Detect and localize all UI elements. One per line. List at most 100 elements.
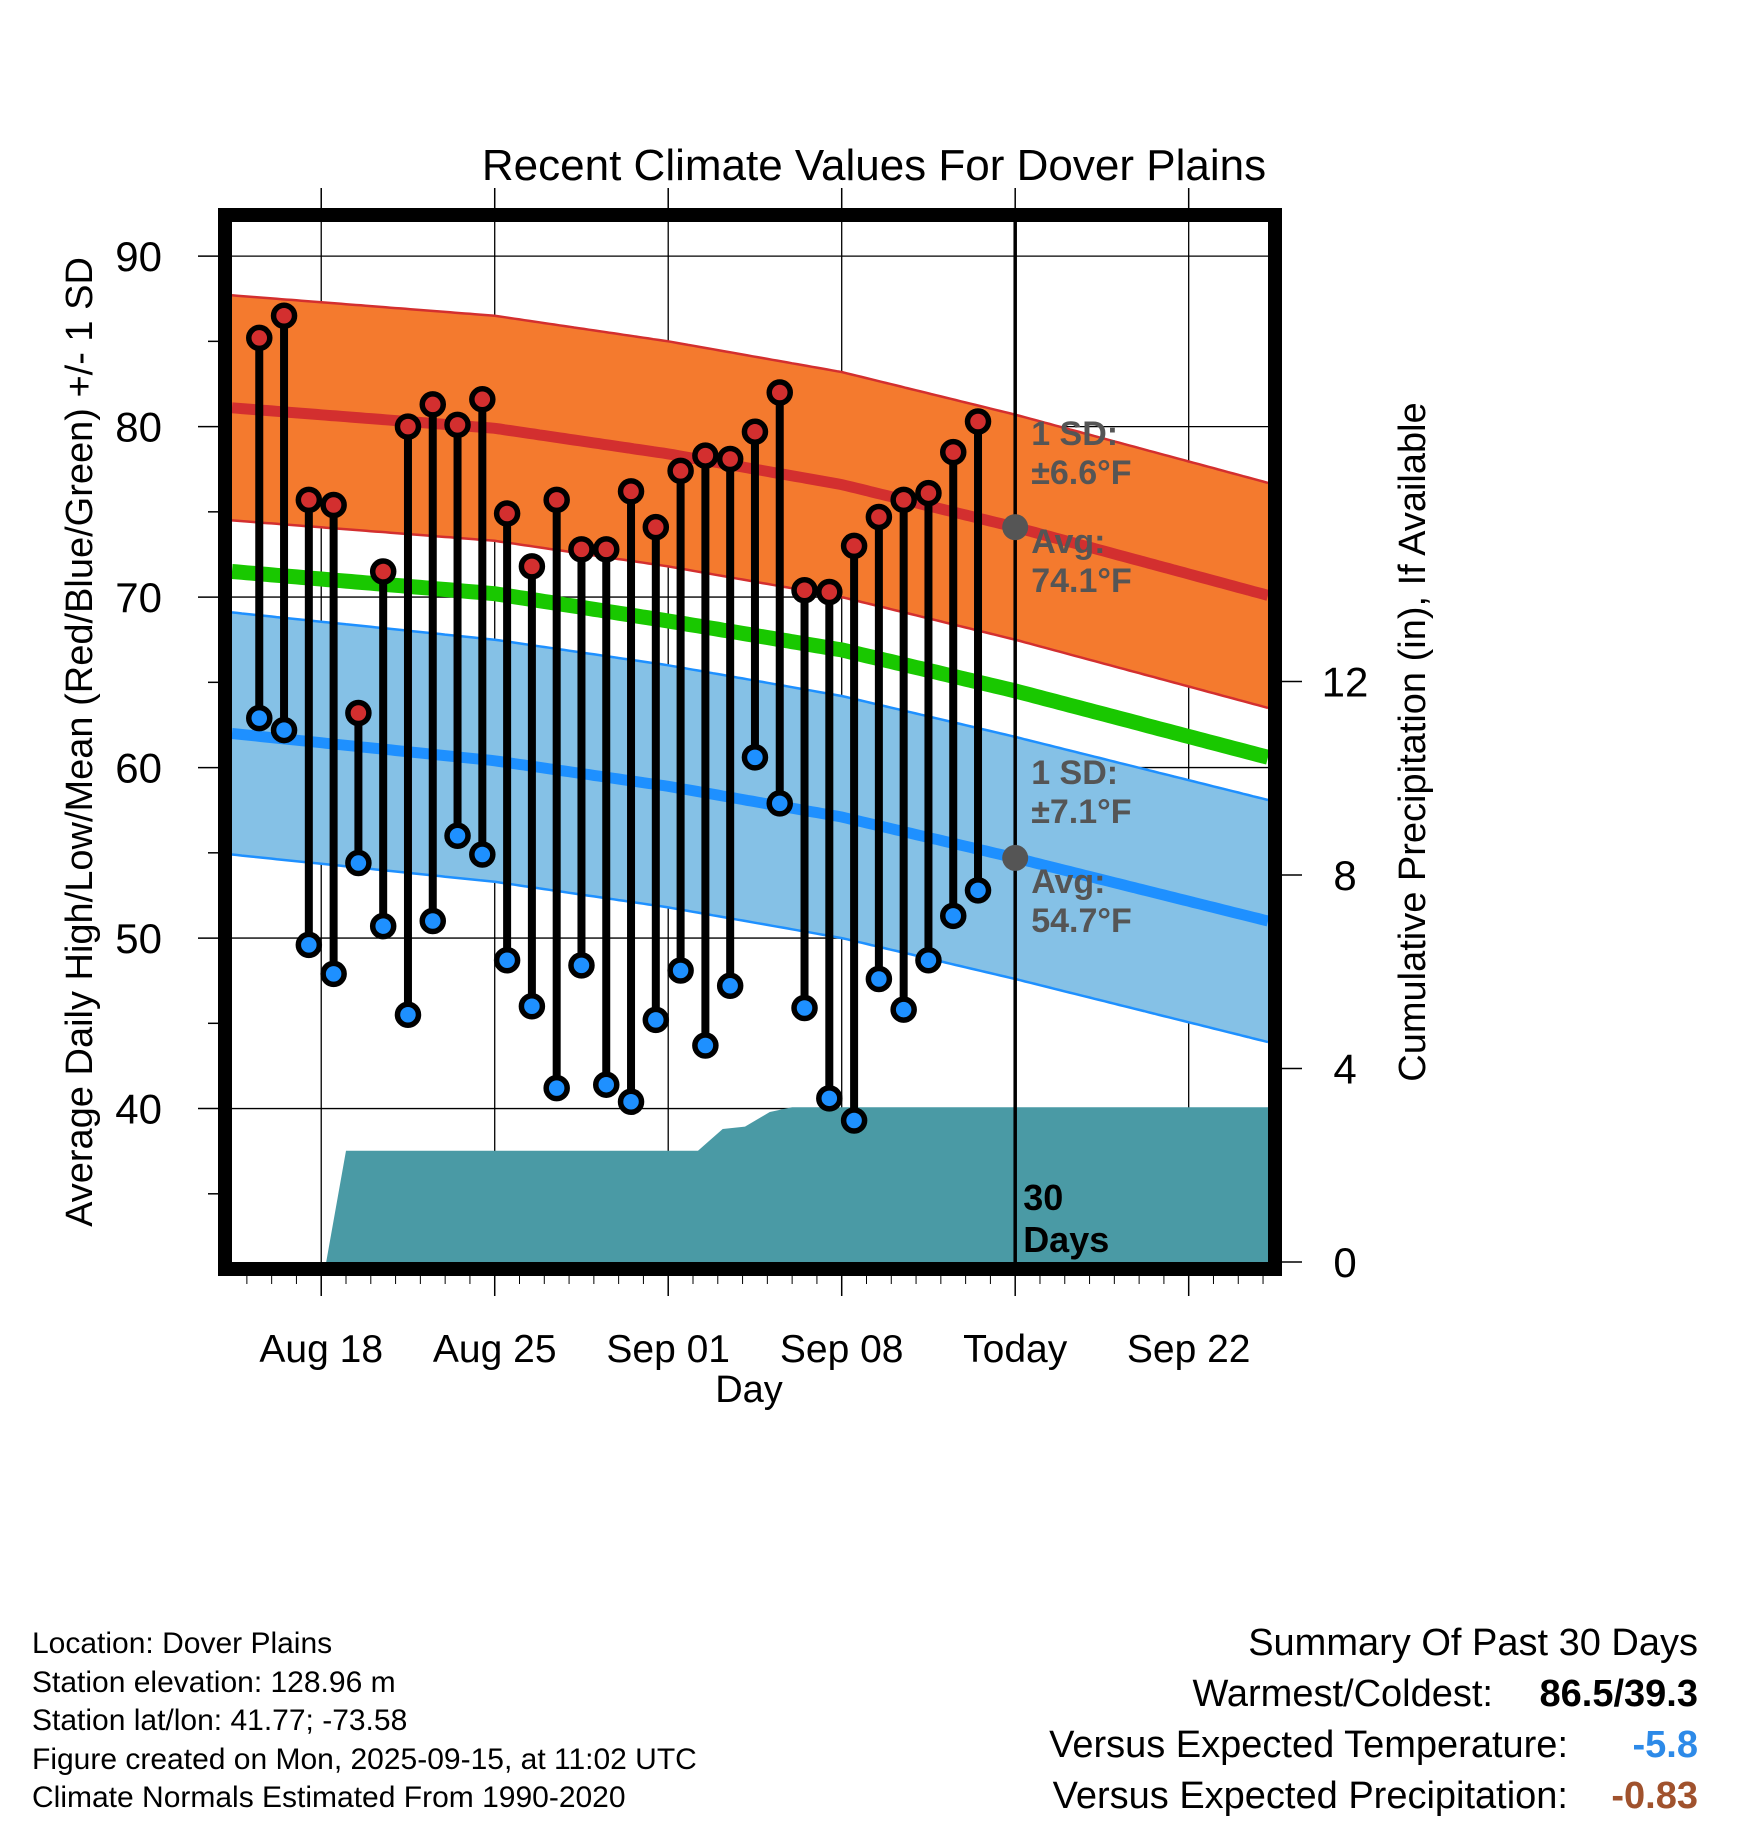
y2-tick-label-8: 8 (1333, 852, 1356, 899)
low-point-14 (568, 952, 595, 979)
temp-departure-label: Versus Expected Temperature: (1049, 1724, 1568, 1766)
low-point-22 (766, 790, 793, 817)
low-avg-value: 54.7°F (1031, 902, 1132, 940)
climate-chart: Recent Climate Values For Dover Plains 4… (59, 141, 1434, 1411)
axes: 40 50 60 70 80 90 0 4 8 12 Aug 18 Aug 25 Sep 01 Sep 0… (115, 188, 1368, 1371)
today-high-avg-marker (1002, 514, 1029, 541)
high-point-23 (791, 577, 818, 604)
daily-range-stems (255, 315, 983, 1121)
y2-tick-label-0: 0 (1333, 1239, 1356, 1286)
high-point-10 (469, 386, 496, 413)
plot-frame (218, 208, 1282, 1276)
low-sd-label: 1 SD: (1031, 754, 1118, 792)
high-point-27 (890, 486, 917, 514)
y-tick-label-80: 80 (115, 404, 162, 451)
y2-axis-label: Cumulative Precipitation (in), If Availa… (1392, 402, 1434, 1081)
elevation-text: Station elevation: 128.96 m (32, 1665, 396, 1699)
y-tick-label-90: 90 (115, 233, 162, 280)
low-point-1 (246, 704, 273, 732)
high-point-17 (642, 513, 670, 541)
high-point-19 (692, 442, 719, 469)
low-point-23 (791, 994, 818, 1022)
low-point-28 (915, 946, 942, 974)
high-sd-label: 1 SD: (1031, 415, 1118, 453)
high-avg-value: 74.1°F (1031, 562, 1132, 600)
precipitation-fill (326, 1107, 1268, 1262)
precip-departure-value: -0.83 (1611, 1775, 1698, 1817)
low-point-16 (617, 1088, 645, 1115)
x-tick-label-3: Aug 18 (259, 1328, 383, 1371)
y-tick-label-70: 70 (115, 574, 162, 621)
created-text: Figure created on Mon, 2025-09-15, at 11… (32, 1742, 697, 1776)
low-point-30 (964, 877, 992, 904)
low-point-26 (865, 965, 893, 993)
high-band-upper-edge (231, 294, 1269, 485)
low-point-17 (642, 1006, 670, 1034)
high-sd-value: ±6.6°F (1031, 454, 1131, 492)
low-point-29 (939, 902, 967, 930)
plot-border (218, 208, 1282, 1276)
low-band (232, 612, 1268, 1043)
high-point-13 (543, 486, 570, 514)
high-point-22 (766, 379, 793, 406)
temp-departure-value: -5.8 (1632, 1724, 1698, 1766)
high-point-1 (246, 324, 273, 352)
low-point-13 (543, 1074, 570, 1102)
high-point-16 (617, 478, 645, 505)
low-sd-value: ±7.1°F (1031, 793, 1131, 831)
x-tick-label-31: Today (963, 1328, 1068, 1371)
high-point-3 (295, 486, 323, 514)
y-tick-label-60: 60 (115, 745, 162, 792)
temp-departure-row: Versus Expected Temperature: -5.8 (1049, 1720, 1698, 1771)
summary-panel: Summary Of Past 30 Days Warmest/Coldest:… (1049, 1618, 1698, 1822)
low-point-15 (592, 1071, 620, 1098)
y2-tick-label-12: 12 (1322, 659, 1369, 706)
low-point-12 (518, 993, 546, 1020)
high-point-6 (369, 558, 397, 585)
high-point-21 (741, 418, 769, 445)
warmest-coldest-label: Warmest/Coldest: (1192, 1673, 1493, 1715)
low-point-6 (369, 912, 397, 940)
high-point-26 (865, 503, 893, 531)
high-point-29 (939, 438, 967, 466)
y-axis-label: Average Daily High/Low/Mean (Red/Blue/Gr… (59, 257, 101, 1227)
low-point-20 (716, 972, 744, 1000)
low-point-7 (394, 1001, 422, 1029)
low-point-5 (345, 849, 372, 877)
high-point-12 (518, 553, 546, 580)
low-point-3 (295, 931, 323, 959)
y-tick-label-40: 40 (115, 1086, 162, 1133)
low-point-19 (692, 1032, 719, 1059)
low-point-24 (816, 1085, 843, 1112)
high-point-2 (270, 302, 298, 330)
low-point-27 (890, 996, 917, 1023)
precip-departure-label: Versus Expected Precipitation: (1052, 1775, 1568, 1817)
high-point-24 (816, 578, 843, 606)
x-tick-label-17: Sep 01 (606, 1328, 730, 1371)
x-tick-label-38: Sep 22 (1127, 1328, 1251, 1371)
normals-period-text: Climate Normals Estimated From 1990-2020 (32, 1781, 626, 1814)
annotations: 1 SD: ±6.6°F Avg: 74.1°F 1 SD: ±7.1°F Av… (1023, 415, 1132, 1260)
station-info: Location: Dover Plains Station elevation… (32, 1625, 697, 1818)
low-point-9 (444, 822, 471, 850)
high-point-11 (493, 500, 521, 527)
chart-title: Recent Climate Values For Dover Plains (482, 141, 1266, 190)
low-point-2 (270, 716, 298, 744)
high-point-20 (716, 445, 744, 473)
high-point-15 (592, 536, 620, 563)
location-text: Location: Dover Plains (32, 1627, 333, 1660)
precipitation-area (326, 1107, 1268, 1262)
high-point-7 (394, 413, 422, 440)
warmest-coldest-row: Warmest/Coldest: 86.5/39.3 (1049, 1669, 1698, 1720)
high-point-9 (444, 411, 471, 439)
high-point-28 (915, 479, 942, 507)
x-tick-label-10: Aug 25 (433, 1328, 557, 1371)
low-point-10 (469, 841, 496, 868)
low-point-4 (320, 960, 347, 988)
low-point-21 (741, 744, 769, 771)
high-point-25 (840, 532, 868, 560)
y-tick-label-50: 50 (115, 915, 162, 962)
high-point-30 (964, 408, 992, 435)
low-point-8 (419, 907, 447, 935)
x-tick-label-24: Sep 08 (780, 1328, 904, 1371)
